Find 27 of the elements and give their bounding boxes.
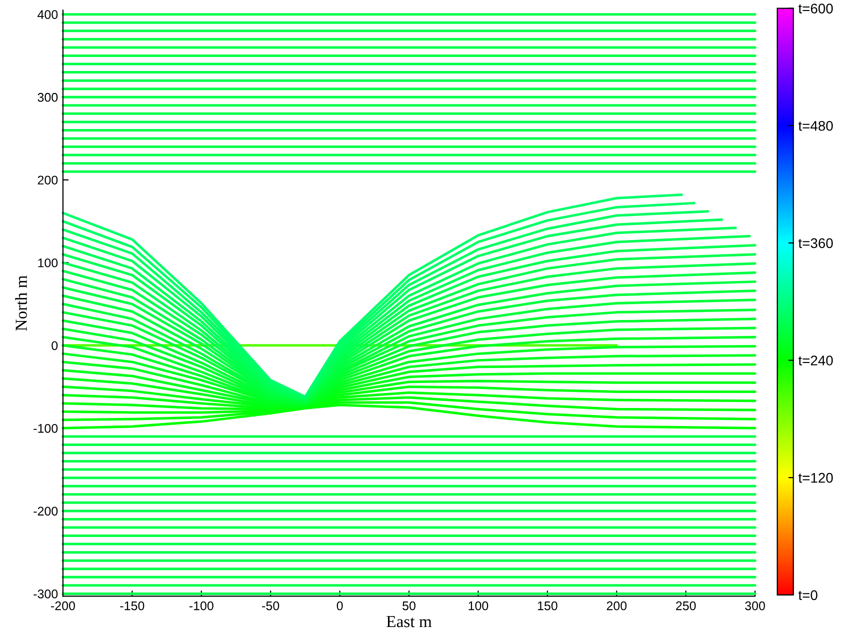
- x-tick-label: 0: [336, 601, 343, 610]
- x-tick-label: -200: [51, 601, 75, 610]
- y-tick-label: 400: [38, 10, 58, 20]
- y-tick-label: -100: [34, 424, 58, 433]
- y-tick-label: 300: [38, 92, 58, 102]
- x-tick-label: 300: [745, 601, 765, 610]
- y-tick-label: -200: [34, 506, 58, 516]
- x-tick-label: 50: [402, 601, 416, 610]
- x-axis-title: East m: [386, 616, 432, 628]
- y-tick-label: 100: [38, 258, 58, 268]
- y-tick-label: -300: [34, 590, 58, 598]
- color-bar-label: t=240: [798, 356, 833, 366]
- x-tick-label: -100: [189, 601, 214, 610]
- x-tick-label: -150: [120, 601, 144, 610]
- color-bar-label: t=120: [798, 472, 833, 483]
- x-tick-label: 150: [538, 601, 558, 610]
- y-tick-label: 0: [52, 341, 58, 350]
- x-tick-label: -50: [262, 601, 280, 610]
- y-tick-label: 200: [38, 176, 58, 185]
- x-tick-label: 200: [606, 601, 627, 610]
- color-bar-label: t=480: [798, 120, 833, 131]
- x-tick-label: 100: [468, 601, 488, 610]
- x-tick-label: 250: [676, 601, 696, 610]
- y-axis-title: North m: [15, 275, 27, 331]
- color-bar-label: t=360: [798, 238, 833, 248]
- color-bar-label: t=600: [798, 4, 833, 14]
- color-bar-label: t=0: [798, 590, 818, 600]
